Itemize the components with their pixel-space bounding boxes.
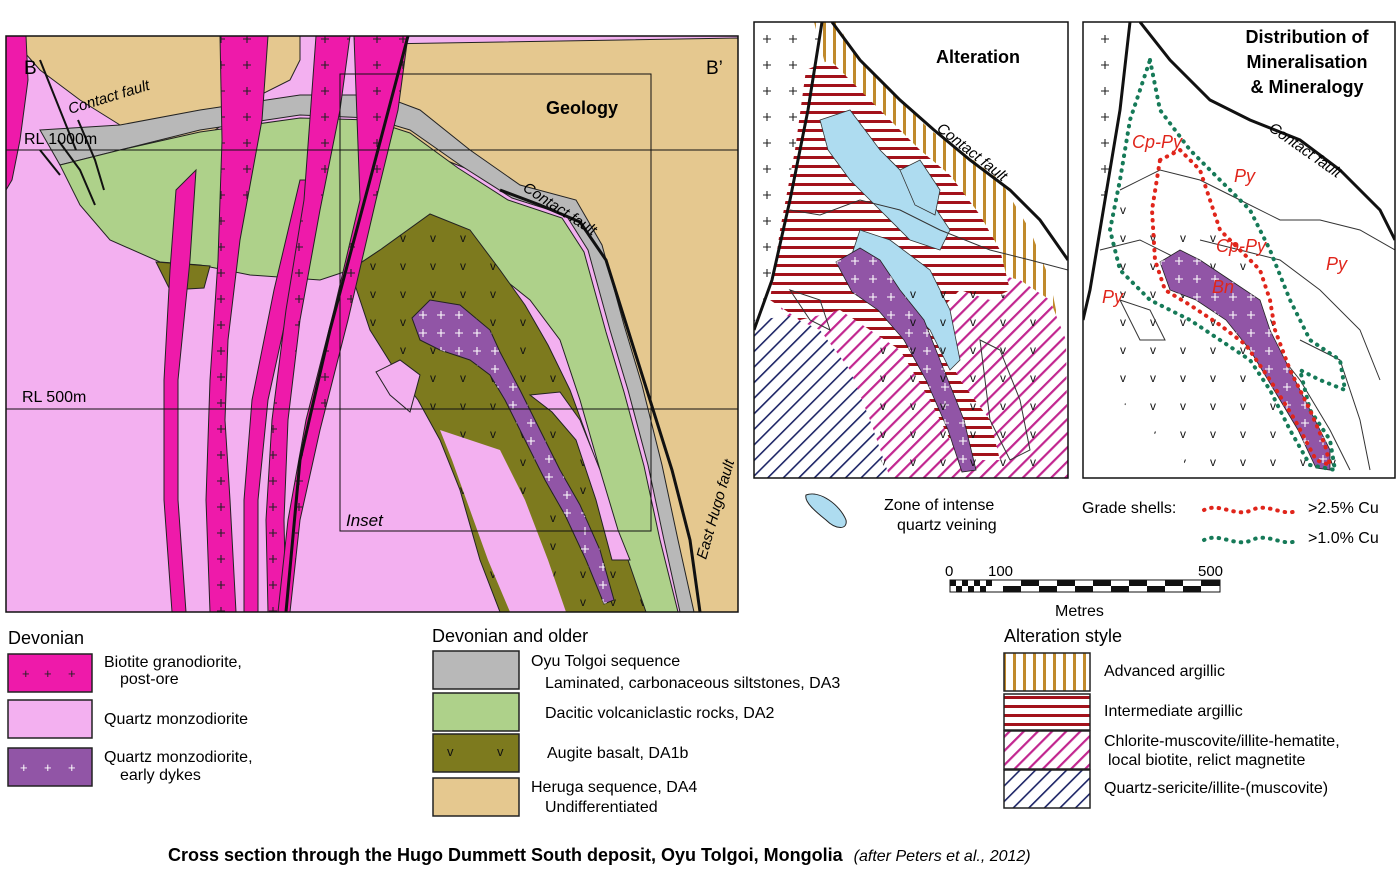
legend-label: Chlorite-muscovite/illite-hematite, — [1104, 733, 1340, 750]
mineral-title-2: Mineralisation — [1246, 52, 1367, 72]
alt-main-fault — [754, 22, 824, 331]
alt-contact-fault-line — [830, 22, 1068, 261]
legend-label: Laminated, carbonaceous siltstones, DA3 — [545, 675, 840, 692]
mineralisation-panel-frame — [1082, 21, 1396, 479]
inset-label: Inset — [346, 511, 384, 530]
quartz-veining-line1: Zone of intense — [884, 497, 994, 514]
legend-label: Advanced argillic — [1104, 663, 1225, 680]
granodiorite-swatch — [7, 653, 93, 693]
grade-shells-label: Grade shells: — [1082, 500, 1176, 517]
mineral-label: Cp-Py — [1216, 236, 1267, 256]
mineral-label: Bn — [1212, 277, 1234, 297]
section-end-label: B’ — [706, 58, 723, 79]
rl-1000-label: RL 1000m — [24, 131, 97, 148]
svg-text:+: + — [44, 666, 52, 681]
legend-alteration-heading: Alteration style — [1004, 626, 1122, 646]
scale-tick-label: 0 — [945, 563, 953, 580]
basalt-swatch — [432, 733, 520, 773]
heruga-swatch — [432, 777, 520, 817]
mineral-label: Py — [1102, 287, 1124, 307]
advanced-argillic-swatch — [1003, 652, 1091, 692]
mineral-label: Py — [1234, 166, 1256, 186]
legend-older: Devonian and older Oyu Tolgoi sequence L… — [432, 626, 840, 817]
geology-panel: v — [5, 35, 739, 613]
svg-text:+: + — [68, 666, 76, 681]
mineralogy-labels: Cp-Py Py Cp-Py Py Py Bn — [1102, 132, 1348, 307]
alt-basalt-symbols — [860, 280, 1060, 478]
legend-label: early dykes — [120, 767, 201, 784]
svg-text:+: + — [22, 666, 30, 681]
legend-label: post-ore — [120, 671, 179, 688]
mineral-label: Py — [1326, 254, 1348, 274]
low-grade-swatch — [1202, 535, 1300, 545]
high-grade-label: >2.5% Cu — [1308, 500, 1379, 517]
scale-bar: 0 100 500 Metres — [945, 563, 1223, 620]
legend-label: Biotite granodiorite, — [104, 654, 242, 671]
quartz-sericite-swatch — [1003, 769, 1091, 809]
grade-shell-1pct — [1107, 52, 1348, 473]
mineral-title-1: Distribution of — [1246, 27, 1370, 47]
grade-shells-key: Grade shells: >2.5% Cu >1.0% Cu — [1082, 500, 1379, 547]
chlorite-swatch — [1003, 730, 1091, 770]
legend-devonian: Devonian + + + Biotite granodiorite, post-… — [7, 628, 253, 787]
quartz-veining-key: Zone of intense quartz veining — [805, 493, 997, 534]
early-dyke-swatch — [7, 747, 93, 787]
svg-text:v: v — [497, 744, 504, 759]
monzodiorite-swatch — [7, 699, 93, 739]
legend-label: Intermediate argillic — [1104, 703, 1243, 720]
alt-contact-line — [789, 199, 1068, 271]
legend-label: Quartz-sericite/illite-(muscovite) — [1104, 780, 1328, 797]
legend-label: local biotite, relict magnetite — [1108, 752, 1306, 769]
quartz-sericite-zone — [754, 316, 890, 478]
mineral-title-3: & Mineralogy — [1250, 77, 1363, 97]
svg-text:+: + — [44, 760, 52, 775]
legend-alteration: Alteration style Advanced argillic Inter… — [1003, 626, 1340, 809]
siltstone-swatch — [432, 650, 520, 690]
east-fault-line — [499, 188, 702, 612]
quartz-veining-line2: quartz veining — [897, 517, 997, 534]
dacitic-swatch — [432, 692, 520, 732]
legend-label: Dacitic volcaniclastic rocks, DA2 — [545, 705, 775, 722]
quartz-veining-swatch — [805, 493, 847, 528]
legend-devonian-heading: Devonian — [8, 628, 84, 648]
section-start-label: B — [24, 58, 37, 79]
svg-text:+: + — [68, 760, 76, 775]
monzodiorite-lower — [440, 430, 566, 612]
svg-text:v: v — [447, 744, 454, 759]
mineral-label: Cp-Py — [1132, 132, 1183, 152]
monzodiorite-inlet — [375, 359, 421, 413]
min-granodiorite-strip — [1083, 22, 1130, 320]
mineralisation-panel: Distribution of Mineralisation & Mineral… — [1082, 21, 1396, 479]
legend-label: Augite basalt, DA1b — [547, 745, 689, 762]
svg-text:+: + — [20, 760, 28, 775]
low-grade-label: >1.0% Cu — [1308, 530, 1379, 547]
intermediate-argillic-swatch — [1003, 693, 1091, 731]
scale-tick-label: 100 — [988, 563, 1013, 580]
grade-shell-2_5pct — [1149, 147, 1333, 469]
legend-label: Heruga sequence, DA4 — [531, 779, 697, 796]
scale-tick-label: 500 — [1198, 563, 1223, 580]
min-contact-fault-line — [1138, 22, 1395, 241]
legend-sub-heading: Oyu Tolgoi sequence — [531, 653, 680, 670]
geology-title: Geology — [546, 98, 618, 118]
legend-label: Quartz monzodiorite, — [104, 749, 253, 766]
alteration-title: Alteration — [936, 47, 1020, 67]
alteration-panel: Alteration Contact fault — [753, 21, 1069, 479]
legend-label: Quartz monzodiorite — [104, 711, 248, 728]
high-grade-swatch — [1202, 505, 1300, 515]
geology-panel-frame — [5, 35, 739, 613]
scale-unit: Metres — [1055, 603, 1104, 620]
monzodiorite-tongue — [528, 391, 631, 561]
main-fault-line — [284, 36, 410, 612]
inset-box — [339, 73, 652, 532]
rl-500-label: RL 500m — [22, 389, 86, 406]
early-dyke-symbols — [412, 300, 614, 604]
figure-caption: Cross section through the Hugo Dummett S… — [168, 845, 1031, 865]
legend-label: Undifferentiated — [545, 799, 658, 816]
legend-older-heading: Devonian and older — [432, 626, 588, 646]
alteration-panel-frame — [753, 21, 1069, 479]
granodiorite-plus-overlay — [206, 36, 408, 612]
min-main-fault — [1083, 22, 1132, 321]
